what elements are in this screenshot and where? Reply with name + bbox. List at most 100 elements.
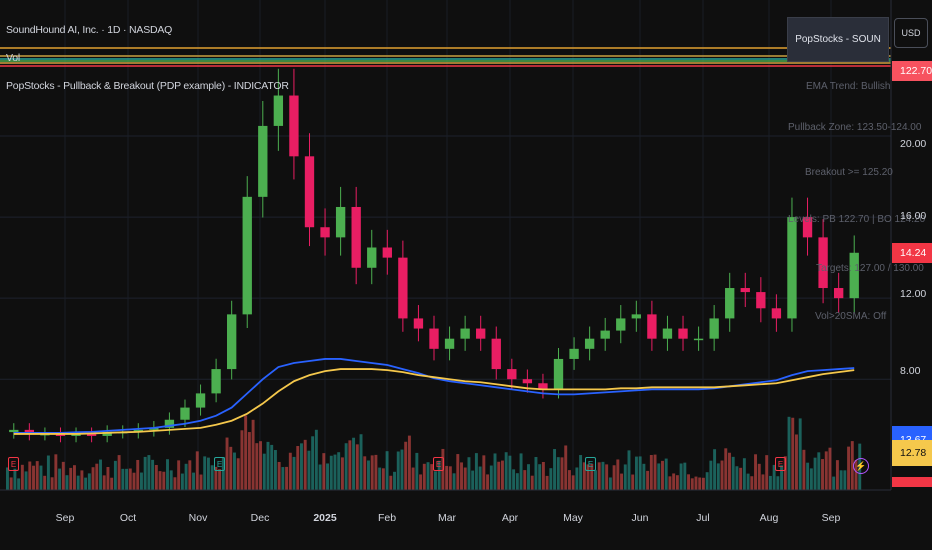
volume-bar (612, 465, 616, 490)
flash-icon[interactable]: ⚡ (853, 458, 869, 474)
candle-body (273, 95, 284, 126)
volume-bar (210, 465, 214, 490)
earnings-event-icon[interactable]: E (433, 457, 444, 471)
volume-bar (724, 448, 728, 490)
volume-bar (489, 465, 493, 490)
candle-body (86, 433, 97, 436)
sma-line (13, 368, 855, 435)
price-tick: 20.00 (900, 138, 927, 150)
candle-body (802, 217, 813, 238)
dividend-event-icon[interactable]: E (214, 457, 225, 471)
volume-bar (151, 459, 155, 490)
indicator-title[interactable]: PopStocks - Pullback & Breakout (PDP exa… (6, 80, 289, 92)
price-label-high: 122.70 (892, 61, 932, 81)
volume-bar (649, 455, 653, 490)
volume-bar (340, 457, 344, 490)
candle-body (647, 314, 657, 339)
volume-bar (757, 463, 761, 490)
candle-body (227, 314, 237, 370)
volume-bar (355, 444, 359, 490)
volume-bar (359, 434, 363, 490)
volume-bar (54, 454, 58, 490)
volume-bar (426, 462, 430, 490)
symbol-title[interactable]: SoundHound AI, Inc. · 1D · NASDAQ (6, 24, 173, 36)
candle-body (538, 383, 548, 390)
volume-bar (783, 456, 787, 490)
volume-bar (99, 459, 102, 490)
candle-body (584, 338, 595, 349)
candle-body (491, 338, 501, 370)
volume-bar (251, 419, 255, 490)
candle-body (398, 257, 408, 319)
volume-bar (110, 477, 114, 490)
volume-bar (378, 467, 382, 490)
volume-bar (791, 417, 795, 490)
candle-body (740, 288, 750, 293)
volume-bar (199, 474, 203, 490)
volume-bar (750, 476, 754, 490)
volume-bar (441, 448, 445, 490)
time-tick: 2025 (313, 512, 337, 524)
volume-bar (460, 462, 463, 490)
candle-body (382, 247, 392, 258)
volume-bar (720, 460, 724, 490)
volume-bar (832, 476, 836, 490)
volume-bar (50, 477, 54, 490)
time-tick: May (563, 512, 583, 524)
volume-bar (300, 443, 303, 490)
volume-bar (716, 463, 720, 490)
volume-bar (24, 471, 28, 490)
volume-bar (541, 461, 545, 490)
volume-bar (337, 452, 341, 490)
volume-bar (705, 472, 709, 490)
volume-bar (486, 474, 490, 490)
volume-bar (735, 466, 739, 490)
volume-bar (463, 467, 467, 490)
candle-body (460, 328, 470, 339)
volume-bar (288, 452, 292, 490)
volume-bar (188, 460, 192, 490)
volume-bar (701, 477, 705, 490)
candle-body (553, 358, 564, 390)
volume-bar (147, 455, 151, 490)
candle-body (616, 318, 626, 331)
candle-body (320, 227, 330, 238)
earnings-event-icon[interactable]: E (8, 457, 19, 471)
volume-bar (694, 476, 698, 490)
candle-body (258, 125, 268, 197)
volume-bar (173, 477, 177, 490)
dividend-event-icon[interactable]: E (585, 457, 596, 471)
volume-bar (363, 456, 367, 490)
volume-bar (318, 464, 322, 490)
volume-bar (214, 466, 218, 490)
candles (9, 68, 859, 443)
candle-body (367, 247, 377, 268)
volume-bar (203, 456, 207, 490)
volume-bar (80, 470, 84, 490)
volume-bars (6, 415, 862, 490)
volume-bar (244, 415, 248, 490)
candle-body (507, 369, 517, 380)
candle-body (833, 288, 844, 299)
volume-bar (385, 451, 389, 490)
time-tick: Sep (821, 512, 841, 524)
volume-bar (571, 475, 575, 490)
candle-body (102, 431, 112, 436)
time-tick: Oct (119, 512, 137, 524)
volume-bar (389, 475, 393, 490)
volume-bar (39, 465, 43, 490)
candle-body (522, 379, 533, 384)
volume-bar (493, 453, 497, 490)
volume-bar (523, 470, 527, 490)
volume-bar (586, 464, 590, 490)
currency-button[interactable]: USD (894, 18, 928, 48)
volume-bar (601, 461, 605, 490)
volume-bar (434, 471, 437, 490)
candle-body (709, 318, 719, 339)
price-tick: 16.00 (900, 210, 927, 222)
volume-bar (508, 455, 512, 490)
volume-indicator-label[interactable]: Vol (6, 52, 20, 64)
earnings-event-icon[interactable]: E (775, 457, 786, 471)
volume-bar (154, 464, 158, 490)
